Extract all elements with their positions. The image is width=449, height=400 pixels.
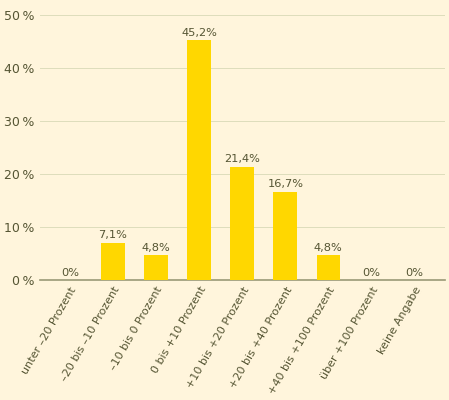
Bar — [187, 40, 211, 280]
Text: 45,2%: 45,2% — [181, 28, 217, 38]
Bar — [273, 192, 297, 280]
Bar — [101, 242, 125, 280]
Text: 0%: 0% — [405, 268, 423, 278]
Bar — [144, 255, 168, 280]
Bar — [230, 167, 254, 280]
Text: 4,8%: 4,8% — [141, 243, 170, 253]
Bar — [317, 255, 340, 280]
Text: 0%: 0% — [362, 268, 380, 278]
Text: 0%: 0% — [61, 268, 79, 278]
Text: 21,4%: 21,4% — [224, 154, 260, 164]
Text: 7,1%: 7,1% — [98, 230, 128, 240]
Text: 16,7%: 16,7% — [267, 180, 303, 190]
Text: 4,8%: 4,8% — [314, 243, 343, 253]
